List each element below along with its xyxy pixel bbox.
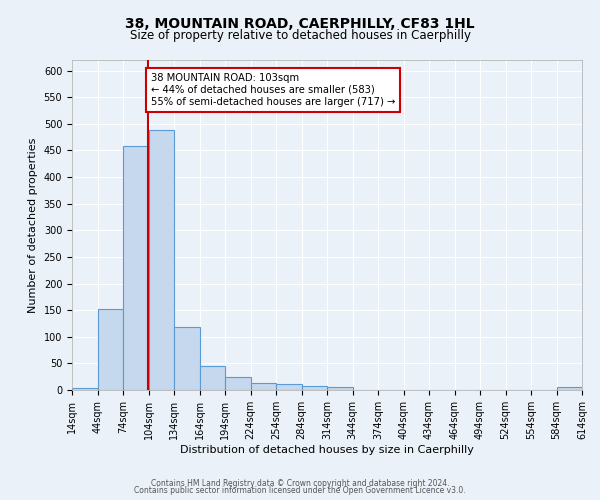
Text: Contains HM Land Registry data © Crown copyright and database right 2024.: Contains HM Land Registry data © Crown c… xyxy=(151,478,449,488)
Bar xyxy=(276,384,302,390)
Bar xyxy=(72,388,97,390)
Bar xyxy=(199,366,225,390)
Bar xyxy=(557,388,582,390)
Text: Contains public sector information licensed under the Open Government Licence v3: Contains public sector information licen… xyxy=(134,486,466,495)
Bar xyxy=(174,327,199,390)
Bar xyxy=(251,382,276,390)
Bar xyxy=(225,376,251,390)
Bar xyxy=(123,146,149,390)
Bar xyxy=(149,130,174,390)
Bar xyxy=(327,388,353,390)
Text: Size of property relative to detached houses in Caerphilly: Size of property relative to detached ho… xyxy=(130,29,470,42)
Bar xyxy=(97,309,123,390)
Text: 38 MOUNTAIN ROAD: 103sqm
← 44% of detached houses are smaller (583)
55% of semi-: 38 MOUNTAIN ROAD: 103sqm ← 44% of detach… xyxy=(151,74,395,106)
Text: 38, MOUNTAIN ROAD, CAERPHILLY, CF83 1HL: 38, MOUNTAIN ROAD, CAERPHILLY, CF83 1HL xyxy=(125,18,475,32)
Y-axis label: Number of detached properties: Number of detached properties xyxy=(28,138,38,312)
Bar xyxy=(302,386,327,390)
X-axis label: Distribution of detached houses by size in Caerphilly: Distribution of detached houses by size … xyxy=(180,444,474,454)
